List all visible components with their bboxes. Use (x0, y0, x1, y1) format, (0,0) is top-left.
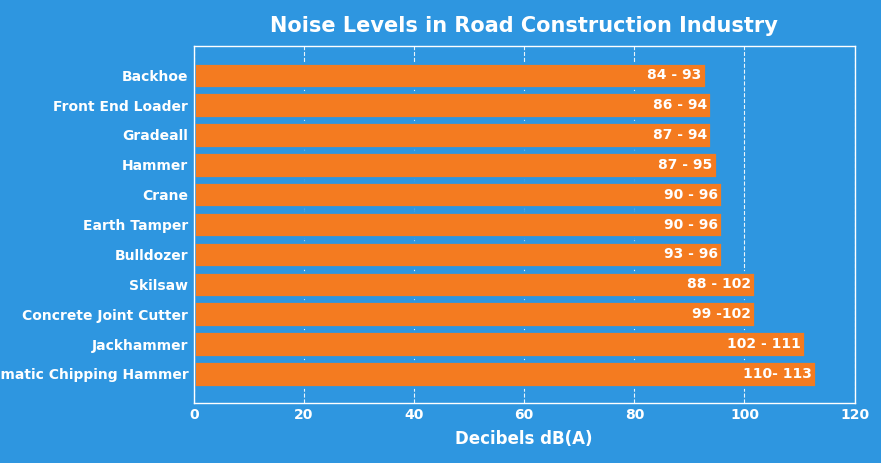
Text: 110- 113: 110- 113 (743, 367, 811, 381)
Text: 90 - 96: 90 - 96 (664, 218, 718, 232)
Text: 84 - 93: 84 - 93 (648, 68, 701, 82)
Text: 93 - 96: 93 - 96 (664, 247, 718, 262)
Bar (194, 122, 712, 148)
Text: 87 - 95: 87 - 95 (658, 158, 713, 172)
X-axis label: Decibels dB(A): Decibels dB(A) (455, 430, 593, 448)
Text: 102 - 111: 102 - 111 (727, 337, 801, 351)
Title: Noise Levels in Road Construction Industry: Noise Levels in Road Construction Indust… (270, 16, 778, 37)
Bar (194, 301, 755, 327)
Bar (194, 272, 755, 297)
Text: 88 - 102: 88 - 102 (687, 277, 751, 291)
Text: 90 - 96: 90 - 96 (664, 188, 718, 202)
Text: 86 - 94: 86 - 94 (653, 98, 707, 112)
Bar (194, 212, 722, 237)
Text: 87 - 94: 87 - 94 (653, 128, 707, 142)
Bar (194, 242, 722, 267)
Bar (194, 93, 712, 118)
Bar (194, 332, 805, 357)
Bar (194, 182, 722, 207)
Bar (194, 63, 706, 88)
Bar (194, 361, 816, 387)
Bar (194, 152, 717, 177)
Text: 99 -102: 99 -102 (692, 307, 751, 321)
